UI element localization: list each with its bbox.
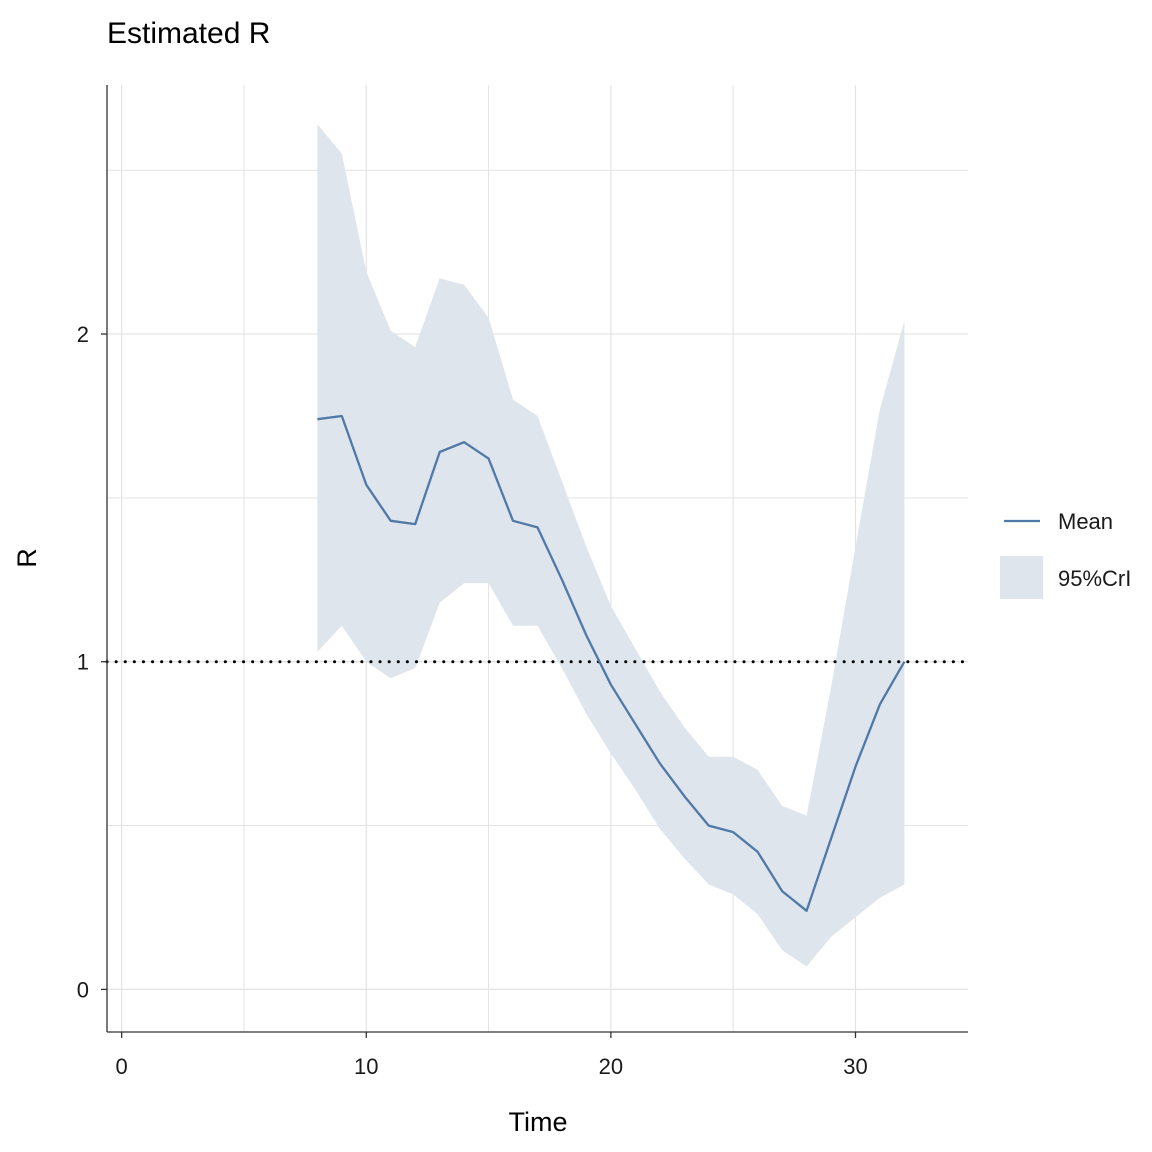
- y-tick-label: 1: [77, 650, 89, 675]
- y-axis-title: R: [12, 548, 42, 568]
- x-tick-label: 0: [116, 1054, 128, 1079]
- plot-area: [105, 85, 970, 1032]
- chart-title: Estimated R: [107, 17, 270, 50]
- x-tick-label: 30: [843, 1054, 867, 1079]
- legend: Mean 95%CrI: [1000, 509, 1131, 599]
- y-axis-ticks: 0 1 2: [77, 322, 107, 1002]
- x-tick-label: 10: [354, 1054, 378, 1079]
- legend-label-cri: 95%CrI: [1058, 566, 1131, 591]
- x-axis-ticks: 0 10 20 30: [116, 1032, 868, 1079]
- y-tick-label: 2: [77, 322, 89, 347]
- mean-points: [317, 415, 905, 911]
- x-tick-label: 20: [599, 1054, 623, 1079]
- legend-label-mean: Mean: [1058, 509, 1113, 534]
- y-tick-label: 0: [77, 977, 89, 1002]
- legend-key-crI: [1000, 556, 1043, 599]
- credible-interval-band: [317, 124, 905, 967]
- x-axis-title: Time: [509, 1107, 568, 1137]
